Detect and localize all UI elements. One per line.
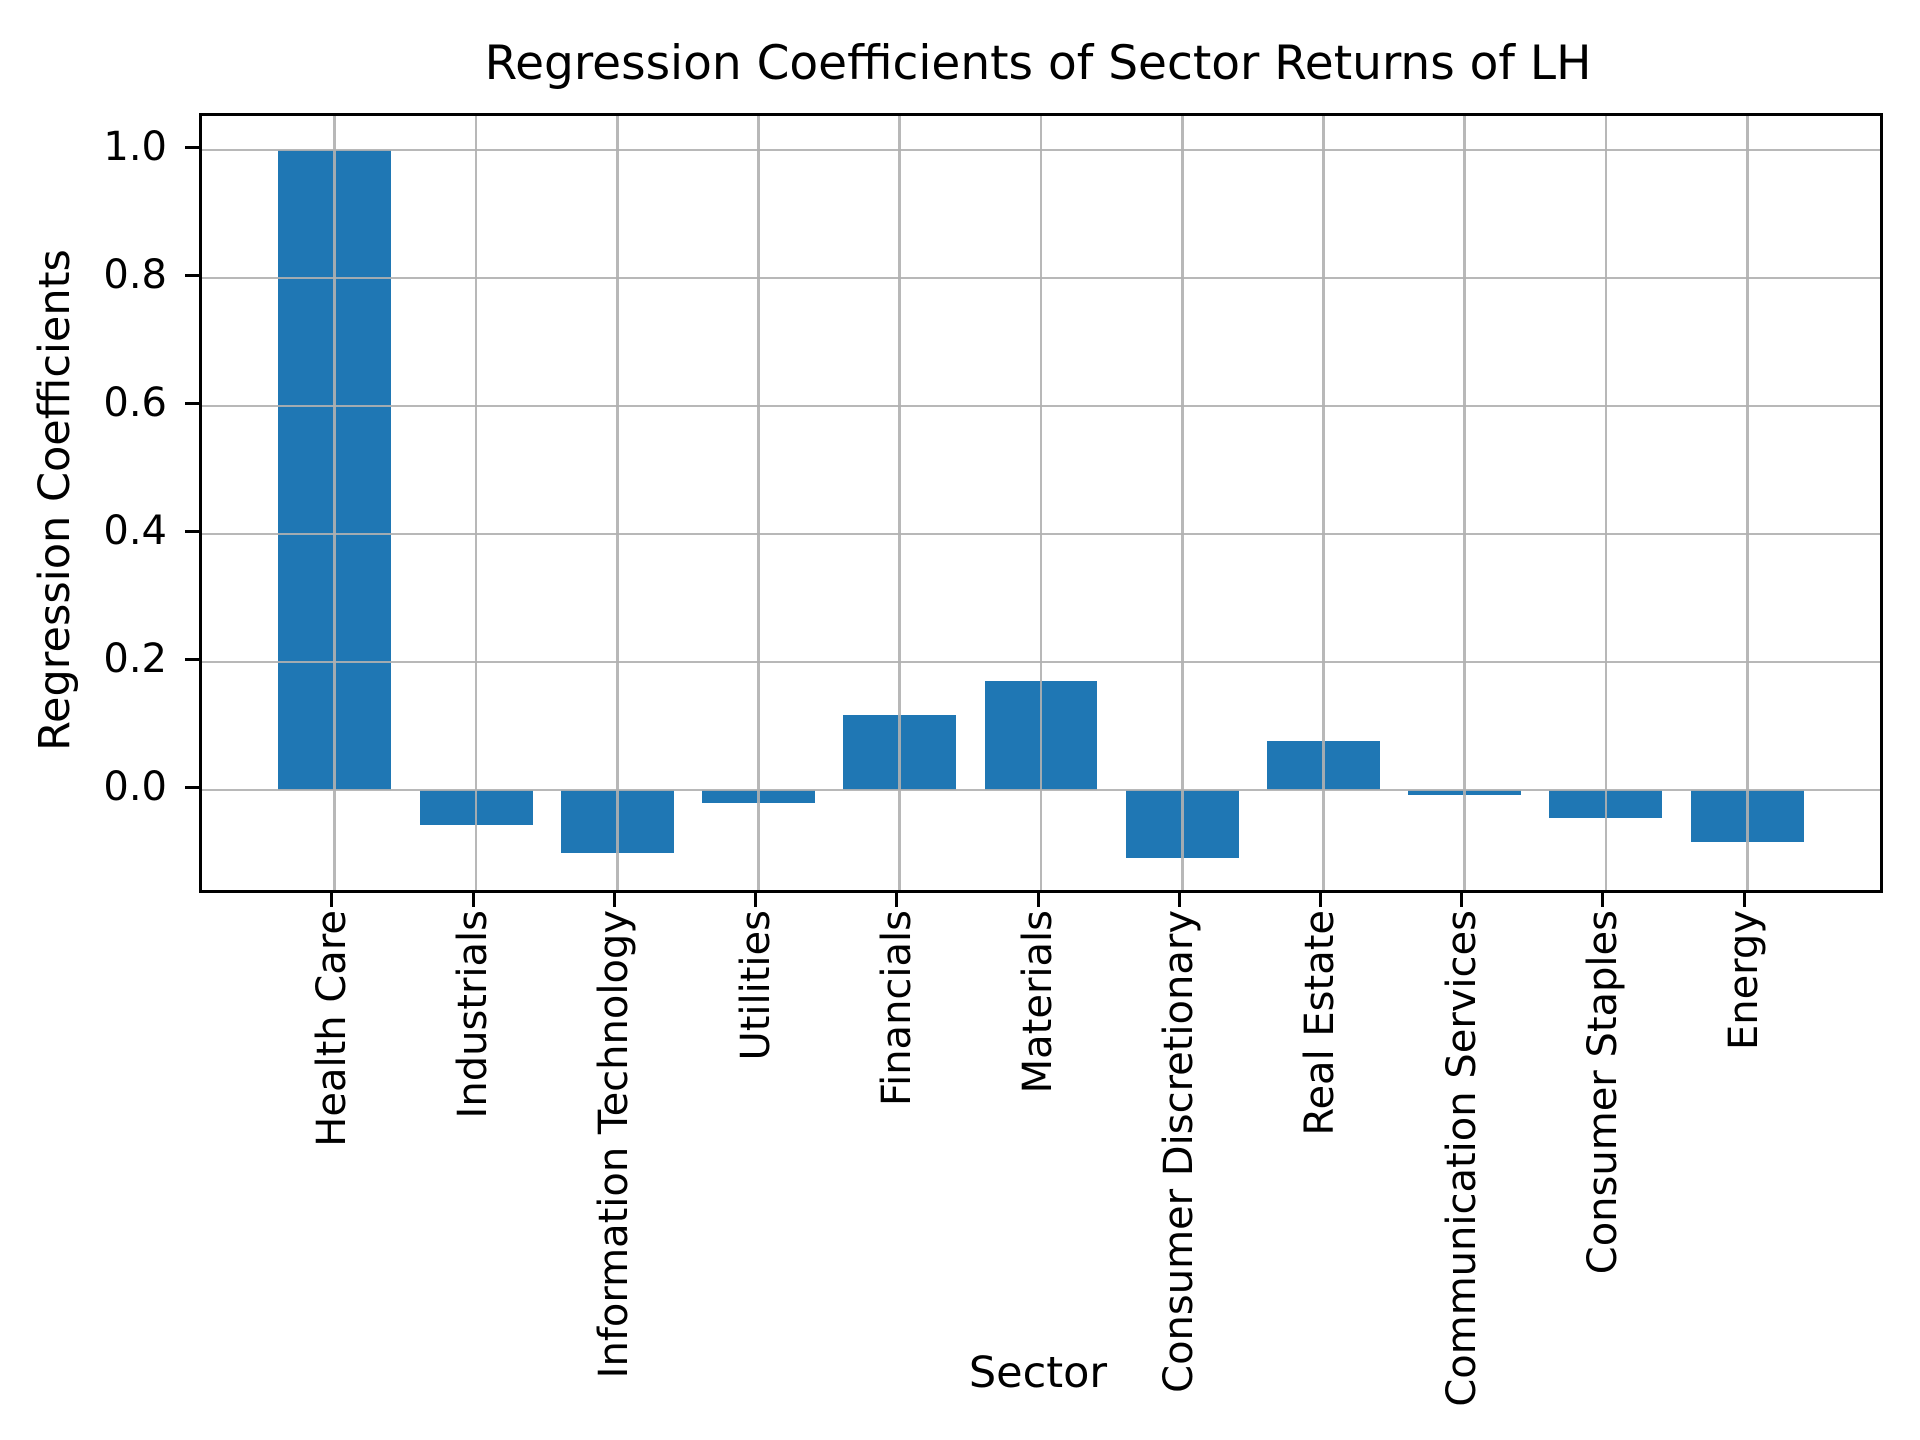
v-gridline <box>1039 116 1043 890</box>
v-gridline <box>1745 116 1749 890</box>
x-tick-label: Real Estate <box>1297 910 1344 1136</box>
x-tick <box>330 893 334 907</box>
v-gridline <box>1604 116 1608 890</box>
v-gridline <box>1180 116 1184 890</box>
y-tick <box>185 273 199 277</box>
y-tick <box>185 145 199 149</box>
x-tick-label: Information Technology <box>591 910 638 1379</box>
v-gridline <box>898 116 902 890</box>
x-tick <box>1601 893 1605 907</box>
v-gridline <box>333 116 337 890</box>
x-tick <box>471 893 475 907</box>
x-tick <box>612 893 616 907</box>
x-tick-label: Consumer Discretionary <box>1156 910 1203 1393</box>
x-tick <box>754 893 757 907</box>
x-tick-label: Communication Services <box>1438 910 1485 1407</box>
y-tick <box>185 401 199 405</box>
x-tick-label: Materials <box>1015 910 1061 1094</box>
x-tick <box>1177 893 1181 907</box>
y-tick-label: 0.4 <box>103 508 167 554</box>
v-gridline <box>757 116 760 890</box>
x-tick <box>1318 893 1322 907</box>
v-gridline <box>474 116 478 890</box>
x-tick-label: Health Care <box>308 910 355 1147</box>
x-tick-label: Consumer Staples <box>1579 910 1626 1275</box>
y-tick-label: 1.0 <box>103 124 167 170</box>
x-axis-label: Sector <box>968 1348 1108 1398</box>
y-tick-label: 0.2 <box>103 636 167 682</box>
v-gridline <box>1463 116 1467 890</box>
v-gridline <box>615 116 619 890</box>
x-tick-label: Utilities <box>732 910 779 1061</box>
y-tick <box>185 529 199 533</box>
x-tick-label: Energy <box>1721 910 1768 1051</box>
x-tick-label: Industrials <box>450 910 497 1119</box>
y-tick-label: 0.8 <box>103 252 167 298</box>
x-tick <box>895 893 899 907</box>
y-tick <box>185 657 199 661</box>
x-tick <box>1036 893 1040 907</box>
x-tick <box>1742 893 1746 907</box>
y-tick-label: 0.6 <box>103 380 167 426</box>
y-tick-label: 0.0 <box>103 764 167 810</box>
v-gridline <box>1322 116 1325 890</box>
y-tick <box>185 785 199 789</box>
plot-area <box>199 113 1883 893</box>
x-tick <box>1460 893 1464 907</box>
x-tick-label: Financials <box>873 910 920 1106</box>
chart-title: Regression Coefficients of Sector Return… <box>484 36 1592 91</box>
